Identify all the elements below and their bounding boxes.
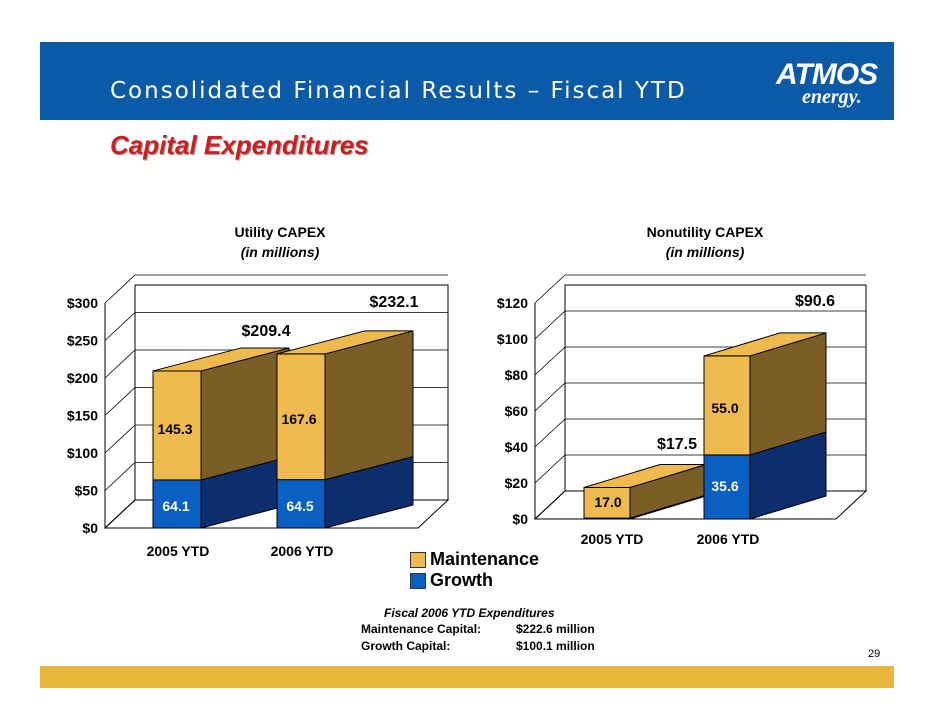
utility-bar-maintenance: [152, 370, 202, 481]
page-number: 29: [868, 648, 881, 660]
utility-maint-label-2006: 167.6: [281, 411, 316, 427]
nonutility-x-tick-label: 2005 YTD: [581, 531, 644, 547]
utility-gridline: [104, 312, 448, 341]
nonutility-y-tick-label: $20: [505, 475, 529, 491]
utility-gridline: [104, 274, 448, 304]
legend-maintenance-label: Maintenance: [430, 549, 540, 569]
nonutility-growth-label-2006: 35.6: [711, 478, 738, 494]
utility-y-tick-label: $300: [67, 295, 98, 311]
utility-growth-label-2006: 64.5: [286, 498, 313, 514]
utility-maint-label-2005: 145.3: [157, 421, 192, 437]
nonutility-gridline: [534, 274, 866, 304]
nonutility-y-tick-label: $100: [497, 331, 528, 347]
utility-y-tick-label: $150: [67, 408, 98, 424]
nonutility-maint-label-2005: 17.0: [594, 494, 621, 510]
utility-growth-label-2005: 64.1: [162, 498, 189, 514]
nonutility-y-tick-label: $0: [512, 511, 528, 527]
utility-x-tick-label: 2006 YTD: [271, 543, 334, 559]
nonutility-y-tick-label: $80: [505, 367, 529, 383]
utility-bar-maintenance: [276, 353, 326, 481]
utility-chart-subtitle: (in millions): [240, 244, 320, 260]
nonutility-total-label-2005: $17.5: [657, 436, 697, 453]
company-logo: ATMOS energy.: [776, 58, 886, 110]
utility-chart-title: Utility CAPEX: [234, 224, 326, 240]
section-subtitle: Capital Expenditures: [110, 130, 369, 160]
legend-maintenance-swatch: [410, 552, 426, 568]
summary-maintenance-value: $222.6 million: [516, 622, 595, 636]
utility-x-tick-label: 2005 YTD: [147, 543, 210, 559]
nonutility-bar-maintenance: [583, 487, 631, 519]
utility-total-label-2006: $232.1: [370, 294, 419, 311]
nonutility-y-tick-label: $60: [505, 403, 529, 419]
header-bar: [40, 42, 894, 120]
utility-bar-growth: [152, 479, 202, 529]
logo-bottom-text: energy.: [802, 86, 862, 108]
nonutility-bar-top: [703, 332, 827, 357]
utility-y-tick-label: $250: [67, 333, 98, 349]
nonutility-maint-label-2006: 55.0: [711, 400, 738, 416]
nonutility-y-tick-label: $40: [505, 439, 529, 455]
nonutility-bar-maintenance: [703, 355, 751, 456]
utility-y-tick-label: $200: [67, 370, 98, 386]
nonutility-y-tick-label: $120: [497, 295, 528, 311]
summary-heading: Fiscal 2006 YTD Expenditures: [384, 606, 555, 620]
summary-maintenance-label: Maintenance Capital:: [361, 622, 482, 636]
legend-growth-label: Growth: [430, 570, 493, 590]
utility-bar-growth: [276, 479, 326, 529]
nonutility-total-label-2006: $90.6: [795, 293, 835, 310]
nonutility-gridline: [534, 310, 866, 340]
utility-bar-side-maintenance: [324, 330, 414, 481]
utility-bar-top: [152, 347, 290, 372]
utility-bar-top: [276, 330, 414, 355]
utility-y-tick-label: $0: [82, 520, 98, 536]
nonutility-x-tick-label: 2006 YTD: [697, 531, 760, 547]
utility-y-tick-label: $50: [75, 483, 99, 499]
utility-y-tick-label: $100: [67, 445, 98, 461]
summary-growth-label: Growth Capital:: [361, 639, 451, 653]
logo-top-text: ATMOS: [776, 58, 878, 91]
nonutility-chart-subtitle: (in millions): [665, 244, 745, 260]
nonutility-bar-growth: [703, 454, 751, 520]
nonutility-chart-title: Nonutility CAPEX: [646, 224, 764, 240]
utility-total-label-2005: $209.4: [242, 323, 291, 340]
legend-growth-swatch: [410, 573, 426, 589]
footer-bar: [40, 666, 894, 688]
page-title: Consolidated Financial Results – Fiscal …: [110, 78, 687, 104]
summary-growth-value: $100.1 million: [516, 639, 595, 653]
